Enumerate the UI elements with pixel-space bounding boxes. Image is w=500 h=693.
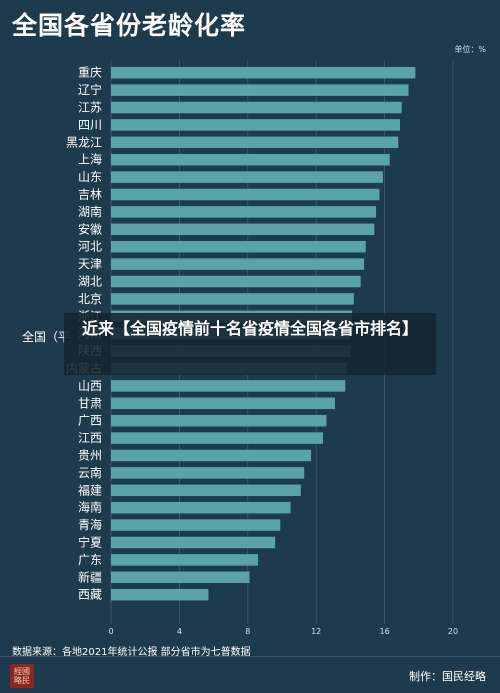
x-tick-label: 20 [448, 627, 458, 636]
footer-divider [0, 656, 500, 657]
bar [111, 153, 390, 166]
bar [111, 275, 361, 288]
category-label: 贵州 [78, 449, 102, 463]
bar [111, 536, 276, 549]
category-label: 广西 [78, 414, 102, 428]
category-label: 山东 [78, 170, 102, 184]
category-label: 上海 [78, 152, 102, 167]
bar [111, 397, 336, 410]
bar [111, 380, 346, 392]
bar [111, 188, 380, 201]
chart-title: 全国各省份老龄化率 [12, 11, 247, 40]
producer-credit: 制作：国民经略 [409, 670, 486, 683]
x-tick-label: 8 [245, 627, 250, 636]
bar [111, 414, 327, 427]
category-label: 安徽 [78, 221, 102, 236]
category-label: 海南 [78, 500, 102, 515]
category-label: 山西 [78, 379, 102, 393]
category-label: 江西 [78, 431, 102, 445]
bar [111, 240, 366, 253]
bar [111, 554, 259, 566]
category-label: 宁夏 [78, 535, 102, 550]
unit-label: 单位：% [454, 45, 486, 54]
bar [111, 432, 324, 444]
category-label: 吉林 [78, 188, 102, 202]
bar [111, 101, 402, 114]
bar [111, 223, 375, 236]
bar [111, 206, 377, 218]
x-tick-label: 0 [108, 627, 113, 636]
bar [111, 119, 400, 131]
category-label: 甘肃 [78, 396, 102, 410]
x-axis-ticks: 0 4 8 12 16 20 [108, 627, 458, 636]
x-tick-label: 12 [311, 627, 321, 636]
headline-banner [64, 313, 436, 375]
category-label: 辽宁 [78, 82, 102, 97]
category-label: 河北 [78, 240, 102, 254]
category-label: 湖南 [78, 204, 102, 219]
bar [111, 501, 291, 514]
bar [111, 66, 416, 79]
category-label: 重庆 [78, 66, 102, 80]
category-label: 江苏 [78, 101, 102, 115]
category-label: 西藏 [78, 588, 102, 602]
bar [111, 588, 209, 601]
bar [111, 519, 281, 531]
data-source: 数据来源：各地2021年统计公报 部分省市为七普数据 [12, 647, 251, 658]
category-label: 青海 [78, 517, 102, 532]
bar [111, 293, 354, 305]
category-label: 广东 [78, 553, 102, 567]
category-label: 湖北 [78, 274, 102, 289]
x-tick-label: 16 [380, 627, 390, 636]
bar [111, 449, 312, 462]
bar [111, 84, 409, 96]
bar [111, 571, 250, 584]
bar [111, 467, 305, 479]
category-label: 天津 [78, 257, 102, 271]
bars [111, 66, 416, 601]
category-label: 四川 [78, 118, 102, 132]
x-tick-label: 4 [177, 627, 182, 636]
category-label: 黑龙江 [66, 135, 102, 149]
category-label: 云南 [78, 465, 102, 480]
category-label: 福建 [78, 482, 102, 497]
bar [111, 136, 399, 149]
national-reference-label: 全国（平 [22, 329, 70, 344]
bar [111, 258, 365, 270]
bar [111, 171, 383, 183]
publisher-logo: 經國 略民 [10, 664, 34, 688]
headline-text: 近来【全国疫情前十名省疫情全国各省市排名】 [81, 319, 418, 338]
category-label: 新疆 [78, 569, 102, 584]
category-label: 北京 [78, 292, 102, 306]
bar [111, 484, 301, 497]
